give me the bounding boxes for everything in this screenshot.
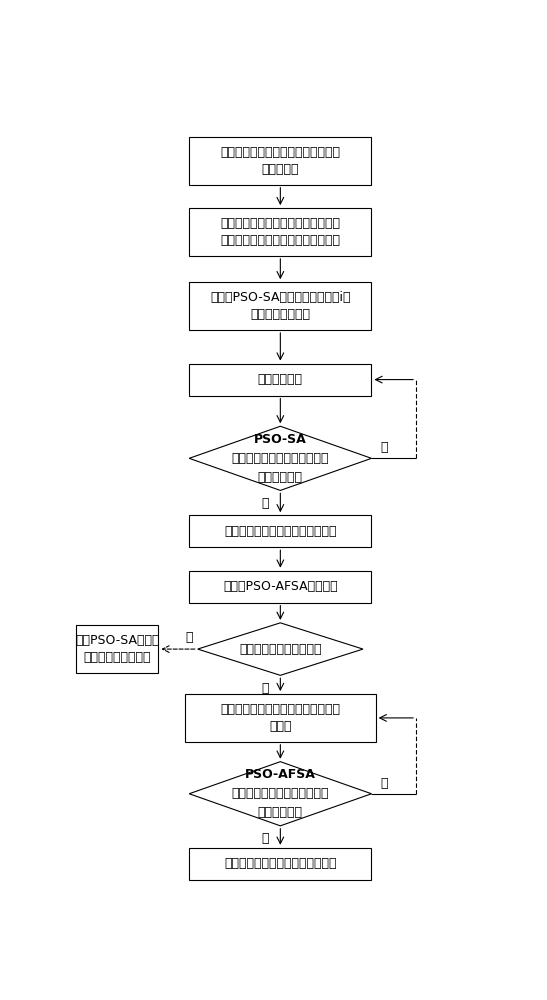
Text: 算法的当前迭代次数是否大于: 算法的当前迭代次数是否大于 bbox=[231, 787, 329, 800]
Text: 是: 是 bbox=[262, 682, 269, 695]
FancyBboxPatch shape bbox=[189, 137, 371, 185]
Text: 采用数字地图技术构建无人机飞行三
维数字地图: 采用数字地图技术构建无人机飞行三 维数字地图 bbox=[220, 146, 340, 176]
Text: 初始化PSO-AFSA算法参数: 初始化PSO-AFSA算法参数 bbox=[223, 580, 337, 593]
Text: 是: 是 bbox=[262, 497, 269, 510]
Text: 初始化PSO-SA算法参数，更新第i个
粒子的速度和位置: 初始化PSO-SA算法参数，更新第i个 粒子的速度和位置 bbox=[210, 291, 351, 321]
Text: PSO-AFSA: PSO-AFSA bbox=[245, 768, 316, 781]
Polygon shape bbox=[189, 762, 371, 826]
FancyBboxPatch shape bbox=[189, 282, 371, 330]
Text: 否: 否 bbox=[185, 631, 193, 644]
Text: 绘出无人机全局静态最优飞行路径: 绘出无人机全局静态最优飞行路径 bbox=[224, 525, 336, 538]
Text: PSO-SA: PSO-SA bbox=[254, 433, 307, 446]
Text: 绘出无人机全局动态最优飞行路径: 绘出无人机全局动态最优飞行路径 bbox=[224, 857, 336, 870]
FancyBboxPatch shape bbox=[189, 364, 371, 396]
Text: 通过公告牌更新信息对下一代粒子进
行更新: 通过公告牌更新信息对下一代粒子进 行更新 bbox=[220, 703, 340, 733]
Text: 执行退火操作: 执行退火操作 bbox=[258, 373, 303, 386]
Text: 否: 否 bbox=[381, 777, 388, 790]
Text: 设置无人机飞行的起始、终止位置坐
标，初始化无人机路径规划约束条件: 设置无人机飞行的起始、终止位置坐 标，初始化无人机路径规划约束条件 bbox=[220, 217, 340, 247]
FancyBboxPatch shape bbox=[185, 694, 376, 742]
Text: 是: 是 bbox=[262, 832, 269, 845]
FancyBboxPatch shape bbox=[189, 848, 371, 880]
FancyBboxPatch shape bbox=[76, 625, 159, 673]
FancyBboxPatch shape bbox=[189, 515, 371, 547]
Polygon shape bbox=[197, 623, 363, 675]
Text: 最大迭代次数: 最大迭代次数 bbox=[258, 806, 303, 820]
Text: 根据PSO-SA算法重
新规划静态飞行路径: 根据PSO-SA算法重 新规划静态飞行路径 bbox=[75, 634, 159, 664]
Text: 最大迭代次数: 最大迭代次数 bbox=[258, 471, 303, 484]
Text: 无人机是否遇到突发威胁: 无人机是否遇到突发威胁 bbox=[239, 643, 322, 656]
FancyBboxPatch shape bbox=[189, 571, 371, 603]
FancyBboxPatch shape bbox=[189, 208, 371, 256]
Text: 否: 否 bbox=[381, 441, 388, 454]
Text: 算法的当前迭代次数是否大于: 算法的当前迭代次数是否大于 bbox=[231, 452, 329, 465]
Polygon shape bbox=[189, 426, 371, 490]
